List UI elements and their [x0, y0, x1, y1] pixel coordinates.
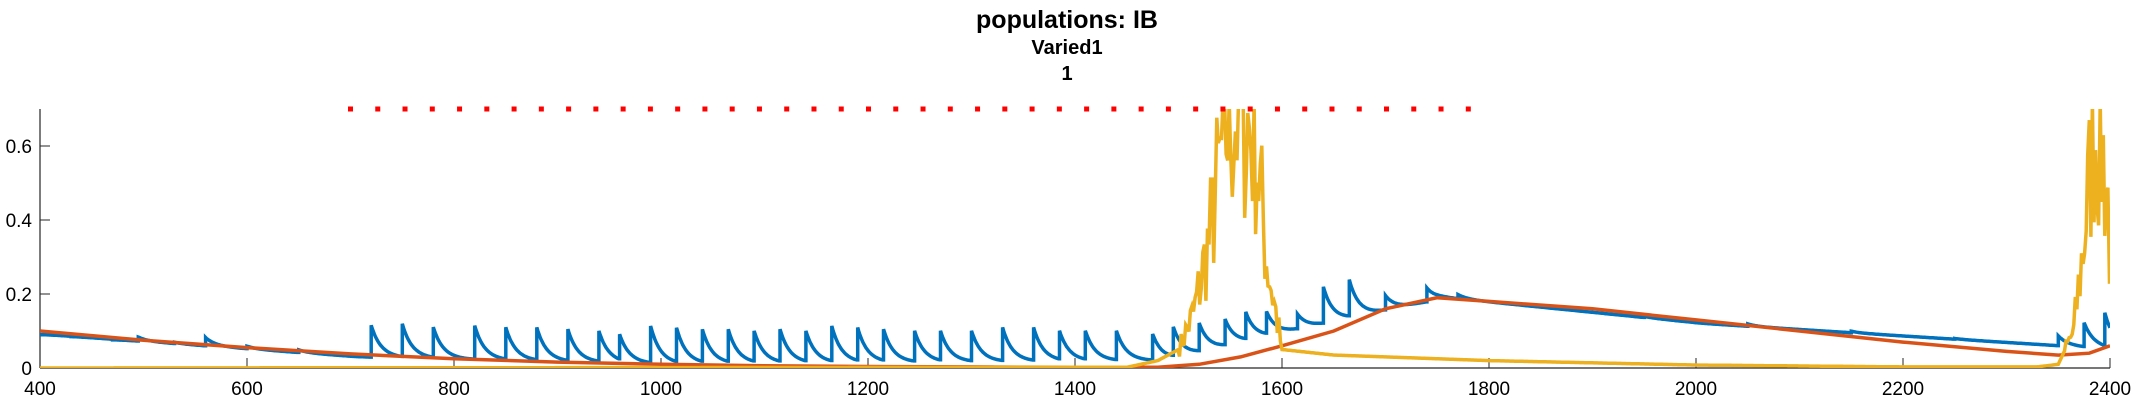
dotted-line-marker — [1138, 106, 1144, 112]
dotted-line-marker — [756, 106, 762, 112]
dotted-line-marker — [1465, 106, 1471, 112]
dotted-line-marker — [1029, 106, 1035, 112]
dotted-line-marker — [1247, 106, 1253, 112]
dotted-line-marker — [947, 106, 953, 112]
plot-series — [40, 106, 2110, 368]
dotted-line-marker — [511, 106, 517, 112]
dotted-line-marker — [538, 106, 544, 112]
dotted-line-marker — [375, 106, 381, 112]
series-line — [40, 279, 2110, 365]
dotted-line-marker — [620, 106, 626, 112]
x-tick-label: 1200 — [847, 379, 889, 400]
dotted-line-marker — [566, 106, 572, 112]
dotted-line-marker — [1002, 106, 1008, 112]
dotted-line-marker — [1356, 106, 1362, 112]
dotted-line-marker — [1274, 106, 1280, 112]
dotted-line-marker — [484, 106, 490, 112]
y-tick-label: 0.2 — [6, 285, 32, 306]
dotted-line-marker — [1220, 106, 1226, 112]
chart-title: populations: IB — [976, 6, 1158, 34]
dotted-line-marker — [593, 106, 599, 112]
dotted-line-marker — [1384, 106, 1390, 112]
y-tick-label: 0.4 — [6, 211, 33, 232]
dotted-line-marker — [1302, 106, 1308, 112]
tick-labels: 400 600 800 1000 1200 1400 1600 1800 2000 2200 240… — [6, 137, 2132, 400]
dotted-line-marker — [1438, 106, 1444, 112]
dotted-line-marker — [975, 106, 981, 112]
y-tick-label: 0 — [21, 359, 32, 380]
dotted-line-marker — [920, 106, 926, 112]
dotted-line-marker — [1056, 106, 1062, 112]
x-tick-label: 2200 — [1882, 379, 1924, 400]
chart-subtitle-1: Varied1 — [1031, 37, 1102, 59]
dotted-line-marker — [784, 106, 790, 112]
dotted-line-marker — [893, 106, 899, 112]
dotted-line-marker — [675, 106, 681, 112]
dotted-line-marker — [1411, 106, 1417, 112]
x-tick-label: 2000 — [1675, 379, 1717, 400]
x-tick-label: 2400 — [2089, 379, 2131, 400]
dotted-line-marker — [348, 106, 353, 112]
dotted-line-marker — [866, 106, 872, 112]
dotted-line-marker — [429, 106, 435, 112]
y-tick-label: 0.6 — [6, 137, 32, 158]
x-tick-label: 800 — [438, 379, 470, 400]
dotted-line-marker — [838, 106, 844, 112]
x-tick-label: 1400 — [1054, 379, 1096, 400]
dotted-line-marker — [1165, 106, 1171, 112]
chart-subtitle-2: 1 — [1061, 63, 1072, 85]
dotted-line-marker — [1329, 106, 1335, 112]
dotted-line-marker — [647, 106, 653, 112]
dotted-line-marker — [729, 106, 735, 112]
dotted-line-marker — [457, 106, 463, 112]
x-tick-label: 600 — [231, 379, 263, 400]
dotted-line-marker — [402, 106, 408, 112]
x-tick-label: 1800 — [1468, 379, 1510, 400]
series-line — [40, 109, 2110, 368]
dotted-line-marker — [1193, 106, 1199, 112]
series-line — [40, 295, 2110, 368]
x-tick-label: 400 — [24, 379, 56, 400]
dotted-line-marker — [702, 106, 708, 112]
dotted-line-marker — [811, 106, 817, 112]
dotted-line-marker — [1084, 106, 1090, 112]
dotted-line-marker — [1111, 106, 1117, 112]
x-tick-label: 1000 — [640, 379, 682, 400]
x-tick-label: 1600 — [1261, 379, 1303, 400]
